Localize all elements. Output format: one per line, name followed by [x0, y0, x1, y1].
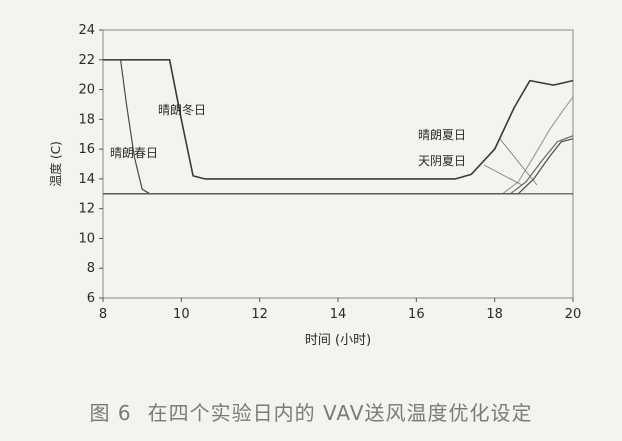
annotation-leader	[499, 138, 538, 186]
annotation-label: 天阴夏日	[418, 154, 466, 168]
annotation-label: 晴朗春日	[110, 146, 158, 160]
x-tick-label: 14	[330, 307, 347, 322]
x-tick-label: 18	[486, 307, 503, 322]
series-line	[103, 58, 574, 180]
series-line	[103, 138, 574, 195]
annotation-leader	[483, 164, 523, 186]
x-tick-label: 20	[565, 307, 582, 322]
y-tick-label: 20	[78, 83, 95, 98]
annotation-label: 晴朗冬日	[158, 102, 206, 117]
y-tick-label: 18	[78, 112, 95, 127]
y-tick-label: 8	[87, 261, 95, 276]
x-tick-label: 8	[99, 307, 107, 322]
y-tick-label: 22	[78, 53, 95, 68]
y-axis-label: 温度 (C)	[48, 141, 63, 187]
y-tick-label: 16	[78, 142, 95, 157]
plot-frame	[102, 29, 574, 299]
y-tick-label: 12	[78, 202, 95, 217]
y-tick-label: 6	[87, 291, 95, 306]
caption-figure-number: 图 6	[89, 401, 132, 425]
x-tick-label: 10	[173, 307, 190, 322]
x-axis-label: 时间 (小时)	[305, 333, 371, 348]
y-tick-label: 24	[78, 23, 95, 38]
x-tick-label: 16	[408, 307, 425, 322]
y-tick-label: 10	[78, 231, 95, 246]
series-line	[103, 135, 574, 195]
y-tick-label: 14	[78, 172, 95, 187]
caption-text: 在四个实验日内的 VAV送风温度优化设定	[147, 401, 533, 425]
figure-caption: 图 6 在四个实验日内的 VAV送风温度优化设定	[0, 397, 622, 426]
x-tick-label: 12	[251, 307, 268, 322]
annotation-label: 晴朗夏日	[418, 128, 466, 142]
